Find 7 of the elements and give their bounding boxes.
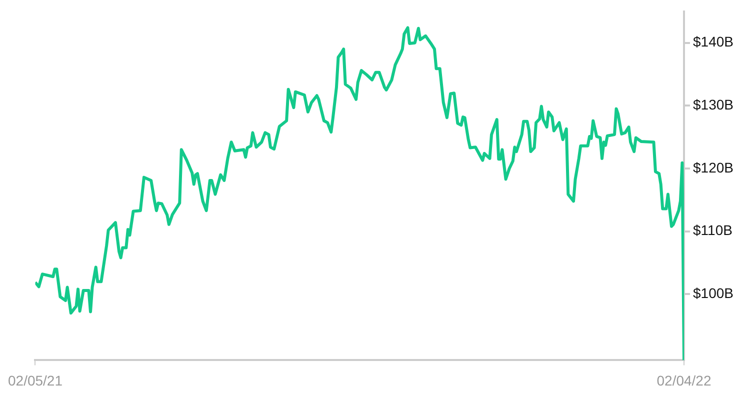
y-tick-label: $100B xyxy=(693,285,734,302)
y-tick-label: $110B xyxy=(693,222,732,238)
x-tick-label: 02/05/21 xyxy=(8,372,63,388)
y-tick-label: $140B xyxy=(693,34,734,50)
x-tick-label: 02/04/22 xyxy=(656,372,712,388)
y-tick-label: $120B xyxy=(693,159,734,176)
y-tick-label: $130B xyxy=(693,96,734,113)
